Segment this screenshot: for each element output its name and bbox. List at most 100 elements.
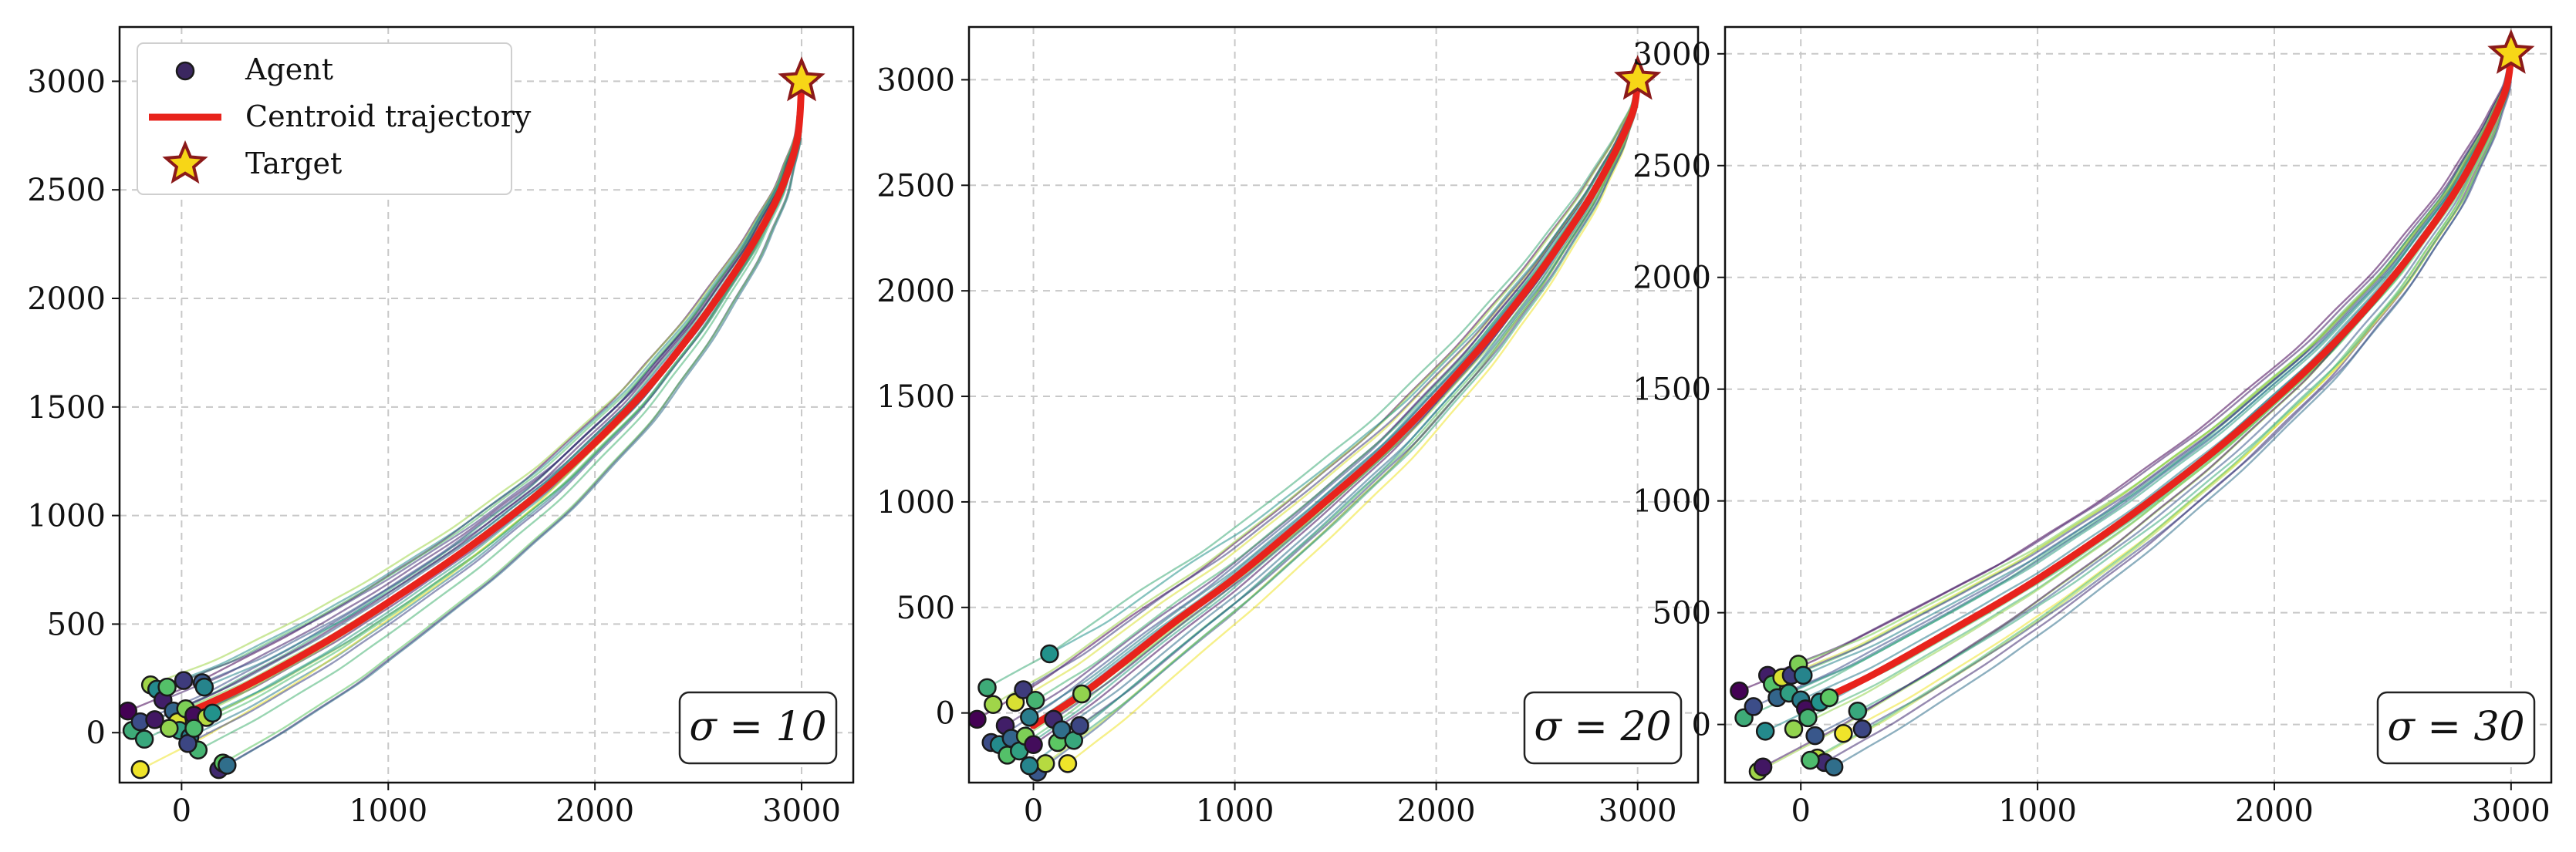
agent-point <box>1794 665 1813 685</box>
agent-point <box>218 756 237 775</box>
panel-sigma-20: 0 1000 2000 3000 0 500 1000 1500 2000 2500 3000 σ =… <box>876 25 1700 829</box>
y-tick-label: 3000 <box>876 62 955 98</box>
y-tick-label: 1500 <box>876 379 955 415</box>
agent-trajectory <box>150 81 803 686</box>
target-star <box>778 56 825 102</box>
y-tick-label: 2500 <box>27 173 106 208</box>
sigma-box <box>1523 691 1683 765</box>
plot-frame <box>118 25 855 784</box>
agent-point <box>977 678 997 698</box>
panel-sigma-30: 0 1000 2000 3000 0 500 1000 1500 2000 2500 3000 σ =… <box>1632 25 2553 829</box>
y-tick-label: 2000 <box>1632 261 1711 296</box>
plot-content <box>969 76 1642 782</box>
agent-point <box>1058 754 1078 773</box>
legend-target-label: Target <box>245 146 342 180</box>
agent-point <box>1035 754 1055 773</box>
agent-point <box>120 701 137 721</box>
y-tick-label: 0 <box>1692 708 1711 743</box>
agent-point <box>1020 756 1039 776</box>
sigma-box <box>2376 691 2536 765</box>
target-star <box>1614 55 1662 100</box>
y-tick-label: 3000 <box>27 64 106 99</box>
centroid-trajectory <box>1030 76 1642 729</box>
plot-area <box>969 27 1698 783</box>
legend-agent-label: Agent <box>245 52 333 86</box>
x-tick-label: 1000 <box>349 793 427 829</box>
agent-point <box>1020 707 1039 727</box>
agent-point <box>1730 681 1749 701</box>
y-tick-label: 500 <box>896 591 955 626</box>
agent-point <box>984 695 1003 714</box>
agent-point <box>1072 684 1092 704</box>
y-tick-label: 2500 <box>876 168 955 204</box>
agent-trajectory <box>1767 53 2512 676</box>
agent-point <box>160 719 179 738</box>
y-tick-label: 1500 <box>27 390 106 426</box>
centroid-trajectory <box>1797 50 2515 712</box>
agent-point <box>1744 697 1764 716</box>
x-tick-label: 1000 <box>1196 793 1274 829</box>
agent-trajectory <box>986 79 1639 689</box>
y-tick-label: 2500 <box>1632 149 1711 184</box>
agent-point <box>157 677 177 697</box>
y-tick-label: 2000 <box>876 274 955 309</box>
agent-point <box>1824 757 1844 776</box>
agent-trajectory <box>226 81 803 766</box>
sigma-annotation: σ = 20 <box>1534 704 1671 750</box>
agent-point <box>145 710 164 729</box>
y-tick-label: 0 <box>936 696 955 732</box>
agent-point <box>1025 690 1045 710</box>
agent-point <box>1052 720 1072 739</box>
y-tick-label: 3000 <box>1632 37 1711 72</box>
agent-point <box>969 709 987 729</box>
agent-point <box>1852 719 1872 739</box>
legend-centroid-label: Centroid trajectory <box>245 99 532 133</box>
agent-point <box>1070 716 1089 736</box>
plot-frame <box>1724 25 2553 784</box>
centroid-trajectory <box>177 77 805 719</box>
x-tick-label: 3000 <box>2472 793 2551 829</box>
agent-point <box>1848 701 1868 721</box>
y-tick-label: 500 <box>1653 596 1711 631</box>
agent-trajectory <box>992 79 1639 706</box>
plot-content <box>1730 50 2515 781</box>
agent-point <box>1801 750 1820 770</box>
agent-point <box>134 729 154 749</box>
x-tick-label: 2000 <box>1397 793 1476 829</box>
sigma-box <box>678 691 838 765</box>
y-tick-label: 0 <box>86 716 106 751</box>
plot-frame <box>967 25 1700 784</box>
agent-point <box>174 671 194 690</box>
agent-point <box>1784 719 1804 739</box>
agent-point <box>1798 708 1818 728</box>
x-tick-label: 0 <box>1791 793 1810 829</box>
target-star <box>2487 29 2535 74</box>
sigma-annotation: σ = 30 <box>2387 704 2524 750</box>
plot-area <box>1725 27 2551 783</box>
y-tick-label: 1000 <box>876 485 955 520</box>
agent-point <box>1753 757 1773 776</box>
x-tick-label: 1000 <box>1998 793 2077 829</box>
agent-point <box>1040 644 1059 664</box>
x-tick-label: 0 <box>1024 793 1043 829</box>
x-tick-label: 2000 <box>2235 793 2314 829</box>
agent-point <box>184 719 204 738</box>
agent-point <box>130 759 150 780</box>
y-tick-label: 500 <box>47 607 106 642</box>
agent-point <box>194 677 214 697</box>
agent-point <box>1819 688 1839 708</box>
y-tick-label: 2000 <box>27 281 106 317</box>
legend-agent-marker <box>175 61 195 81</box>
agent-trajectory <box>1809 53 2512 762</box>
x-tick-label: 0 <box>172 793 191 829</box>
agent-point <box>1834 723 1853 743</box>
agent-point <box>203 703 222 723</box>
plot-content <box>120 77 805 780</box>
agent-trajectory <box>1862 53 2512 730</box>
y-tick-label: 1500 <box>1632 372 1711 408</box>
agent-point <box>1024 735 1043 754</box>
agent-point <box>1755 722 1775 741</box>
legend-frame <box>137 42 512 195</box>
x-tick-label: 3000 <box>762 793 841 829</box>
